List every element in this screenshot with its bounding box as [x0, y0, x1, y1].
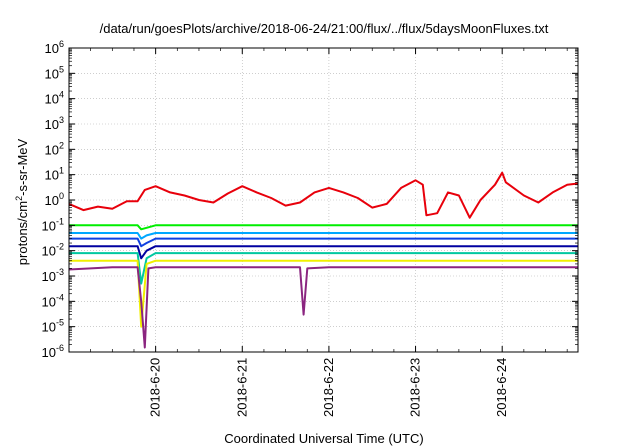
- series-line: [69, 232, 578, 240]
- series-line: [69, 237, 578, 248]
- y-tick-exponent: 1: [59, 166, 64, 176]
- y-tick-exponent: 2: [59, 140, 64, 150]
- y-tick-label: 106: [45, 39, 64, 56]
- y-tick-base: 10: [45, 41, 59, 56]
- series-line: [69, 224, 578, 231]
- y-tick-base: 10: [42, 345, 56, 360]
- y-tick-base: 10: [42, 269, 56, 284]
- y-tick-exponent: 4: [59, 90, 64, 100]
- y-axis-label-sup: 2: [14, 196, 24, 201]
- y-tick-exponent: -6: [56, 343, 64, 353]
- y-tick-label: 10-1: [42, 216, 64, 233]
- y-tick-base: 10: [42, 244, 56, 259]
- y-tick-base: 10: [42, 320, 56, 335]
- y-axis-label-suffix: -s-sr-MeV: [15, 138, 30, 195]
- x-tick-label: 2018-6-23: [408, 358, 423, 417]
- x-tick-label: 2018-6-22: [321, 358, 336, 417]
- y-tick-base: 10: [45, 142, 59, 157]
- y-axis: 10-610-510-410-310-210-11001011021031041…: [42, 39, 578, 360]
- y-tick-exponent: -3: [56, 267, 64, 277]
- y-tick-exponent: -2: [56, 242, 64, 252]
- series-line: [68, 171, 579, 219]
- y-tick-exponent: 6: [59, 39, 64, 49]
- y-tick-label: 105: [45, 64, 64, 81]
- y-tick-label: 101: [45, 166, 64, 183]
- y-tick-label: 103: [45, 115, 64, 132]
- x-tick-label: 2018-6-21: [234, 358, 249, 417]
- y-tick-label: 10-6: [42, 343, 64, 360]
- x-tick-label: 2018-6-20: [148, 358, 163, 417]
- y-tick-label: 100: [45, 191, 64, 208]
- y-tick-exponent: 5: [59, 64, 64, 74]
- y-tick-exponent: -4: [56, 292, 64, 302]
- y-tick-label: 10-3: [42, 267, 64, 284]
- y-tick-base: 10: [45, 92, 59, 107]
- x-axis: 2018-6-20 2018-6-21 2018-6-22 2018-6-23 2018…: [90, 48, 568, 417]
- y-tick-label: 104: [45, 90, 64, 107]
- series-group: [68, 171, 579, 349]
- series-line: [69, 252, 578, 285]
- y-tick-label: 10-5: [42, 318, 64, 335]
- x-axis-label: Coordinated Universal Time (UTC): [224, 431, 423, 446]
- y-tick-base: 10: [45, 168, 59, 183]
- y-axis-label-prefix: protons/cm: [15, 201, 30, 265]
- y-tick-label: 102: [45, 140, 64, 157]
- x-tick-label: 2018-6-24: [494, 358, 509, 417]
- series-line: [69, 245, 578, 260]
- y-tick-exponent: -1: [56, 216, 64, 226]
- grid: [69, 47, 578, 353]
- series-line: [68, 266, 578, 349]
- y-tick-base: 10: [45, 193, 59, 208]
- y-tick-exponent: -5: [56, 318, 64, 328]
- y-tick-base: 10: [42, 218, 56, 233]
- y-tick-label: 10-2: [42, 242, 64, 259]
- y-tick-base: 10: [45, 117, 59, 132]
- y-tick-exponent: 3: [59, 115, 64, 125]
- y-tick-base: 10: [42, 294, 56, 309]
- y-tick-exponent: 0: [59, 191, 64, 201]
- y-tick-base: 10: [45, 66, 59, 81]
- chart-title: /data/run/goesPlots/archive/2018-06-24/2…: [100, 21, 549, 36]
- y-axis-label: protons/cm2-s-sr-MeV: [14, 138, 30, 265]
- y-tick-label: 10-4: [42, 292, 64, 309]
